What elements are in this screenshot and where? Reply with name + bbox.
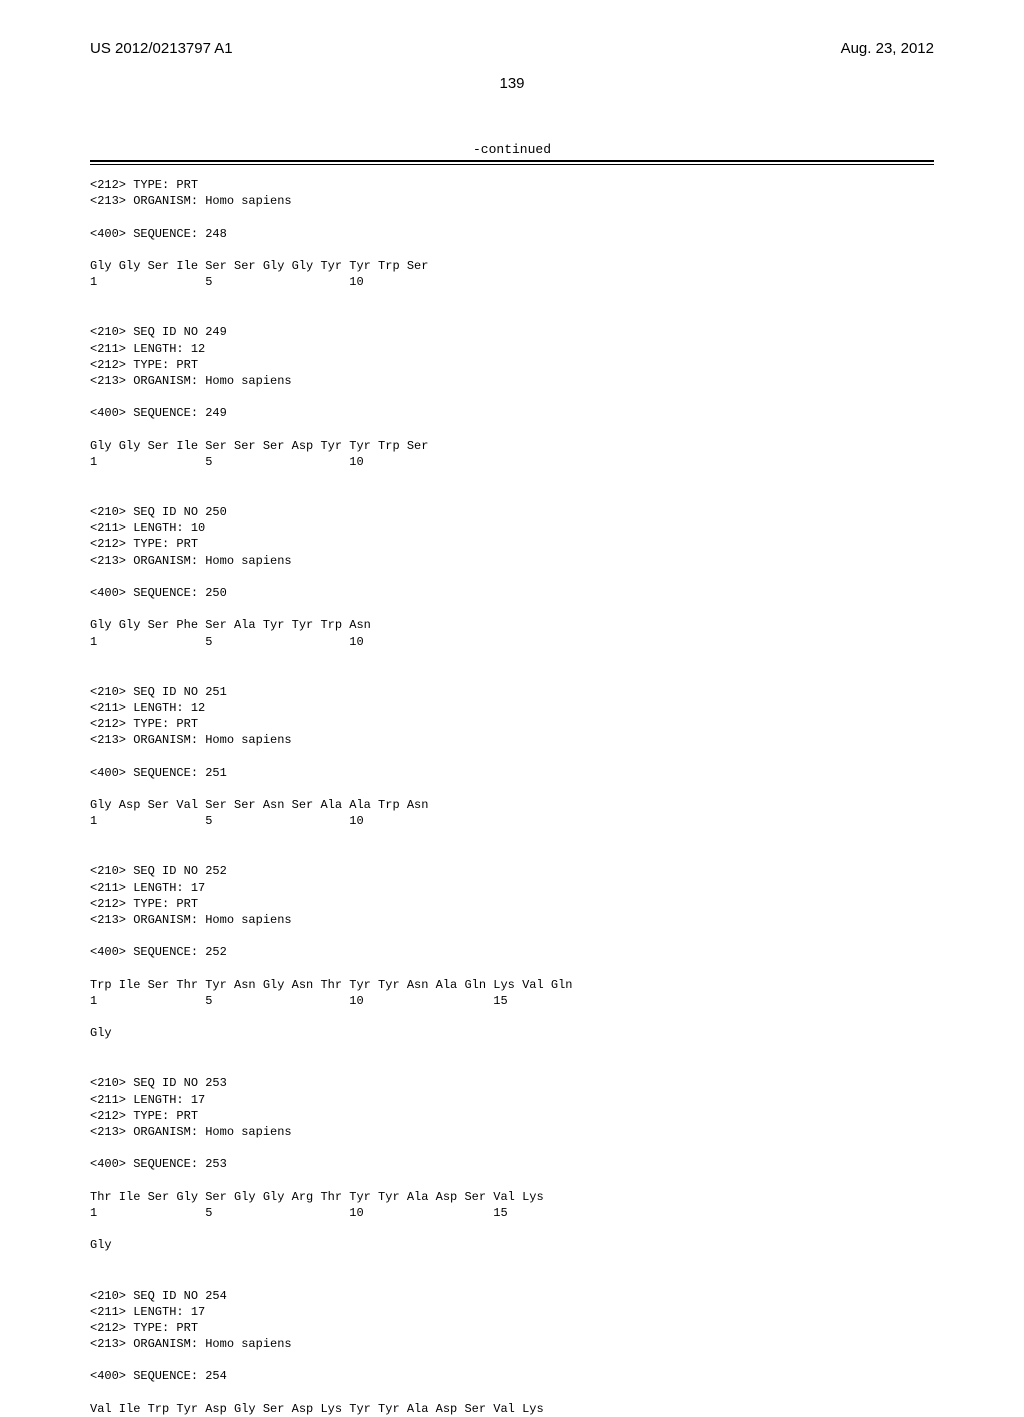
sequence-positions: 1 5 10: [90, 813, 934, 829]
block-gap: [90, 308, 934, 324]
sequence-entry: <210> SEQ ID NO 249<211> LENGTH: 12<212>…: [90, 324, 934, 470]
sequence-spacer: [90, 781, 934, 797]
publication-date: Aug. 23, 2012: [841, 40, 934, 57]
sequence-spacer: [90, 1009, 934, 1025]
sequence-meta-line: <211> LENGTH: 12: [90, 700, 934, 716]
sequence-meta-line: <213> ORGANISM: Homo sapiens: [90, 193, 934, 209]
sequence-entry: <210> SEQ ID NO 251<211> LENGTH: 12<212>…: [90, 684, 934, 830]
sequence-spacer: [90, 242, 934, 258]
sequence-meta-line: <211> LENGTH: 17: [90, 880, 934, 896]
patent-page: US 2012/0213797 A1 Aug. 23, 2012 139 -co…: [0, 0, 1024, 1320]
sequence-meta-line: <213> ORGANISM: Homo sapiens: [90, 732, 934, 748]
sequence-spacer: [90, 1173, 934, 1189]
sequence-positions: 1 5 10 15: [90, 1205, 934, 1221]
sequence-meta-line: <400> SEQUENCE: 253: [90, 1156, 934, 1172]
sequence-entry: <210> SEQ ID NO 252<211> LENGTH: 17<212>…: [90, 863, 934, 1041]
block-gap: [90, 1272, 934, 1288]
sequence-entry: <210> SEQ ID NO 253<211> LENGTH: 17<212>…: [90, 1075, 934, 1253]
sequence-meta-line: <400> SEQUENCE: 251: [90, 765, 934, 781]
sequence-spacer: [90, 1221, 934, 1237]
sequence-meta-line: [90, 1352, 934, 1368]
sequence-residues: Trp Ile Ser Thr Tyr Asn Gly Asn Thr Tyr …: [90, 977, 934, 993]
sequence-residues: Thr Ile Ser Gly Ser Gly Gly Arg Thr Tyr …: [90, 1189, 934, 1205]
sequence-meta-line: <212> TYPE: PRT: [90, 177, 934, 193]
page-number: 139: [90, 75, 934, 92]
sequence-meta-line: <210> SEQ ID NO 249: [90, 324, 934, 340]
sequence-residues: Gly Asp Ser Val Ser Ser Asn Ser Ala Ala …: [90, 797, 934, 813]
publication-number: US 2012/0213797 A1: [90, 40, 233, 57]
sequence-meta-line: [90, 389, 934, 405]
sequence-entry: <210> SEQ ID NO 254<211> LENGTH: 17<212>…: [90, 1288, 934, 1417]
sequence-meta-line: <212> TYPE: PRT: [90, 536, 934, 552]
sequence-tail: Gly: [90, 1025, 934, 1041]
sequence-meta-line: <213> ORGANISM: Homo sapiens: [90, 553, 934, 569]
sequence-entry: <212> TYPE: PRT<213> ORGANISM: Homo sapi…: [90, 177, 934, 290]
sequence-entry: <210> SEQ ID NO 250<211> LENGTH: 10<212>…: [90, 504, 934, 650]
sequence-spacer: [90, 601, 934, 617]
page-header: US 2012/0213797 A1 Aug. 23, 2012: [90, 40, 934, 57]
sequence-meta-line: <213> ORGANISM: Homo sapiens: [90, 1124, 934, 1140]
sequence-meta-line: <210> SEQ ID NO 253: [90, 1075, 934, 1091]
continued-label: -continued: [90, 142, 934, 157]
sequence-meta-line: [90, 209, 934, 225]
sequence-residues: Gly Gly Ser Ile Ser Ser Gly Gly Tyr Tyr …: [90, 258, 934, 274]
sequence-meta-line: <213> ORGANISM: Homo sapiens: [90, 373, 934, 389]
sequence-meta-line: <400> SEQUENCE: 248: [90, 226, 934, 242]
sequence-meta-line: <212> TYPE: PRT: [90, 716, 934, 732]
sequence-positions: 1 5 10: [90, 274, 934, 290]
sequence-meta-line: <213> ORGANISM: Homo sapiens: [90, 912, 934, 928]
sequence-meta-line: <212> TYPE: PRT: [90, 1320, 934, 1336]
sequence-residues: Val Ile Trp Tyr Asp Gly Ser Asp Lys Tyr …: [90, 1401, 934, 1417]
sequence-meta-line: <213> ORGANISM: Homo sapiens: [90, 1336, 934, 1352]
block-gap: [90, 668, 934, 684]
sequence-meta-line: <210> SEQ ID NO 254: [90, 1288, 934, 1304]
sequence-meta-line: <400> SEQUENCE: 250: [90, 585, 934, 601]
sequence-tail: Gly: [90, 1237, 934, 1253]
sequence-meta-line: [90, 928, 934, 944]
sequence-listing: <212> TYPE: PRT<213> ORGANISM: Homo sapi…: [90, 177, 934, 1417]
sequence-meta-line: <400> SEQUENCE: 254: [90, 1368, 934, 1384]
block-gap: [90, 1059, 934, 1075]
sequence-meta-line: <211> LENGTH: 17: [90, 1304, 934, 1320]
sequence-spacer: [90, 421, 934, 437]
sequence-positions: 1 5 10 15: [90, 993, 934, 1009]
sequence-spacer: [90, 961, 934, 977]
sequence-meta-line: <211> LENGTH: 17: [90, 1092, 934, 1108]
sequence-positions: 1 5 10: [90, 634, 934, 650]
sequence-meta-line: [90, 1140, 934, 1156]
rule-top: [90, 160, 934, 162]
block-gap: [90, 847, 934, 863]
sequence-meta-line: <210> SEQ ID NO 251: [90, 684, 934, 700]
block-gap: [90, 488, 934, 504]
sequence-residues: Gly Gly Ser Phe Ser Ala Tyr Tyr Trp Asn: [90, 617, 934, 633]
sequence-meta-line: [90, 569, 934, 585]
sequence-meta-line: <211> LENGTH: 12: [90, 341, 934, 357]
sequence-meta-line: <210> SEQ ID NO 252: [90, 863, 934, 879]
sequence-spacer: [90, 1385, 934, 1401]
sequence-meta-line: <400> SEQUENCE: 249: [90, 405, 934, 421]
sequence-meta-line: <211> LENGTH: 10: [90, 520, 934, 536]
sequence-residues: Gly Gly Ser Ile Ser Ser Ser Asp Tyr Tyr …: [90, 438, 934, 454]
sequence-positions: 1 5 10: [90, 454, 934, 470]
sequence-meta-line: <212> TYPE: PRT: [90, 357, 934, 373]
sequence-meta-line: <212> TYPE: PRT: [90, 896, 934, 912]
sequence-meta-line: <212> TYPE: PRT: [90, 1108, 934, 1124]
sequence-meta-line: <400> SEQUENCE: 252: [90, 944, 934, 960]
sequence-meta-line: [90, 748, 934, 764]
rule-thin: [90, 164, 934, 165]
sequence-meta-line: <210> SEQ ID NO 250: [90, 504, 934, 520]
